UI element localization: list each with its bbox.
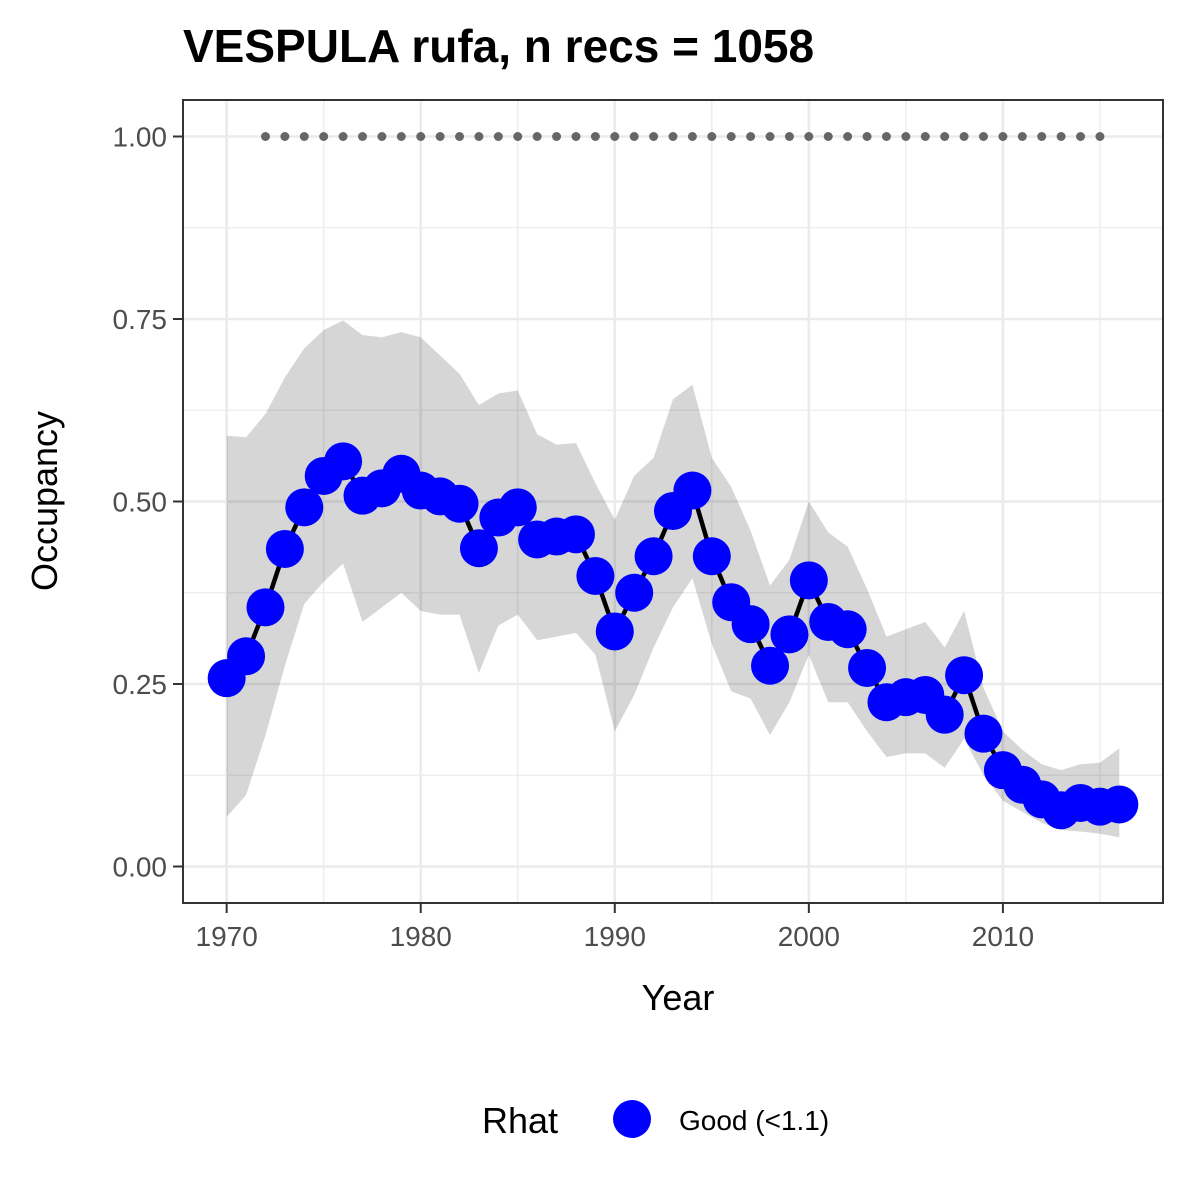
reference-dot bbox=[804, 132, 814, 141]
data-point bbox=[751, 646, 790, 685]
reference-dot bbox=[396, 132, 406, 141]
x-tick-label: 1990 bbox=[584, 921, 646, 952]
reference-dot bbox=[881, 132, 891, 141]
legend-title: Rhat bbox=[482, 1100, 558, 1141]
reference-dot bbox=[823, 132, 833, 141]
y-tick-label: 0.25 bbox=[113, 669, 168, 700]
x-tick-label: 2010 bbox=[972, 921, 1034, 952]
reference-dot bbox=[552, 132, 562, 141]
data-point bbox=[556, 515, 595, 554]
reference-dot bbox=[940, 132, 950, 141]
reference-dot bbox=[746, 132, 756, 141]
reference-dot bbox=[687, 132, 697, 141]
reference-dot bbox=[571, 132, 581, 141]
y-axis-title: Occupancy bbox=[24, 411, 65, 591]
x-axis-title: Year bbox=[642, 977, 715, 1018]
reference-dot bbox=[435, 132, 445, 141]
chart-title: VESPULA rufa, n recs = 1058 bbox=[183, 20, 814, 72]
reference-dot bbox=[1037, 132, 1047, 141]
data-point bbox=[498, 488, 537, 527]
data-point bbox=[615, 573, 654, 612]
data-point bbox=[227, 637, 266, 676]
plot-area bbox=[182, 99, 1164, 904]
y-axis: 0.00 0.25 0.50 0.75 1.00 bbox=[113, 122, 183, 883]
reference-dot bbox=[998, 132, 1008, 141]
data-point bbox=[731, 605, 770, 644]
data-point bbox=[459, 529, 498, 568]
reference-dot bbox=[707, 132, 717, 141]
reference-dot bbox=[784, 132, 794, 141]
data-point bbox=[789, 561, 828, 600]
legend-label-good: Good (<1.1) bbox=[679, 1105, 829, 1136]
y-tick-label: 0.00 bbox=[113, 852, 168, 883]
reference-dot bbox=[726, 132, 736, 141]
data-point bbox=[265, 529, 304, 568]
reference-dot bbox=[901, 132, 911, 141]
reference-dot bbox=[1076, 132, 1086, 141]
reference-line-dots bbox=[260, 132, 1105, 141]
y-tick-label: 0.75 bbox=[113, 304, 168, 335]
data-point bbox=[925, 695, 964, 734]
data-point bbox=[692, 537, 731, 576]
data-point bbox=[324, 442, 363, 481]
reference-dot bbox=[920, 132, 930, 141]
reference-dot bbox=[1056, 132, 1066, 141]
reference-dot bbox=[358, 132, 368, 141]
data-point bbox=[770, 615, 809, 654]
reference-dot bbox=[959, 132, 969, 141]
reference-dot bbox=[629, 132, 639, 141]
reference-dot bbox=[590, 132, 600, 141]
data-point bbox=[634, 537, 673, 576]
data-point bbox=[246, 588, 285, 627]
y-tick-label: 1.00 bbox=[113, 122, 168, 153]
reference-dot bbox=[377, 132, 387, 141]
data-point bbox=[828, 610, 867, 649]
reference-dot bbox=[513, 132, 523, 141]
data-point bbox=[673, 471, 712, 510]
reference-dot bbox=[843, 132, 853, 141]
data-point bbox=[1100, 785, 1139, 824]
reference-dot bbox=[978, 132, 988, 141]
data-point bbox=[595, 612, 634, 651]
legend-key-good bbox=[613, 1100, 651, 1138]
y-tick-label: 0.50 bbox=[113, 487, 168, 518]
x-tick-label: 1970 bbox=[196, 921, 258, 952]
reference-dot bbox=[319, 132, 329, 141]
reference-dot bbox=[299, 132, 309, 141]
reference-dot bbox=[474, 132, 484, 141]
reference-dot bbox=[260, 132, 270, 141]
reference-dot bbox=[765, 132, 775, 141]
legend: Rhat Good (<1.1) bbox=[482, 1100, 829, 1141]
reference-dot bbox=[532, 132, 542, 141]
x-tick-label: 2000 bbox=[778, 921, 840, 952]
reference-dot bbox=[493, 132, 503, 141]
data-point bbox=[576, 556, 615, 595]
data-point bbox=[440, 484, 479, 523]
reference-dot bbox=[1017, 132, 1027, 141]
reference-dot bbox=[280, 132, 290, 141]
data-point bbox=[964, 714, 1003, 753]
x-axis: 1970 1980 1990 2000 2010 bbox=[196, 903, 1034, 952]
reference-dot bbox=[416, 132, 426, 141]
reference-dot bbox=[610, 132, 620, 141]
reference-dot bbox=[668, 132, 678, 141]
data-point bbox=[848, 648, 887, 687]
reference-dot bbox=[649, 132, 659, 141]
reference-dot bbox=[1095, 132, 1105, 141]
data-point bbox=[285, 488, 324, 527]
x-tick-label: 1980 bbox=[390, 921, 452, 952]
data-point bbox=[945, 656, 984, 695]
reference-dot bbox=[338, 132, 348, 141]
reference-dot bbox=[862, 132, 872, 141]
reference-dot bbox=[455, 132, 465, 141]
occupancy-points bbox=[207, 442, 1139, 830]
